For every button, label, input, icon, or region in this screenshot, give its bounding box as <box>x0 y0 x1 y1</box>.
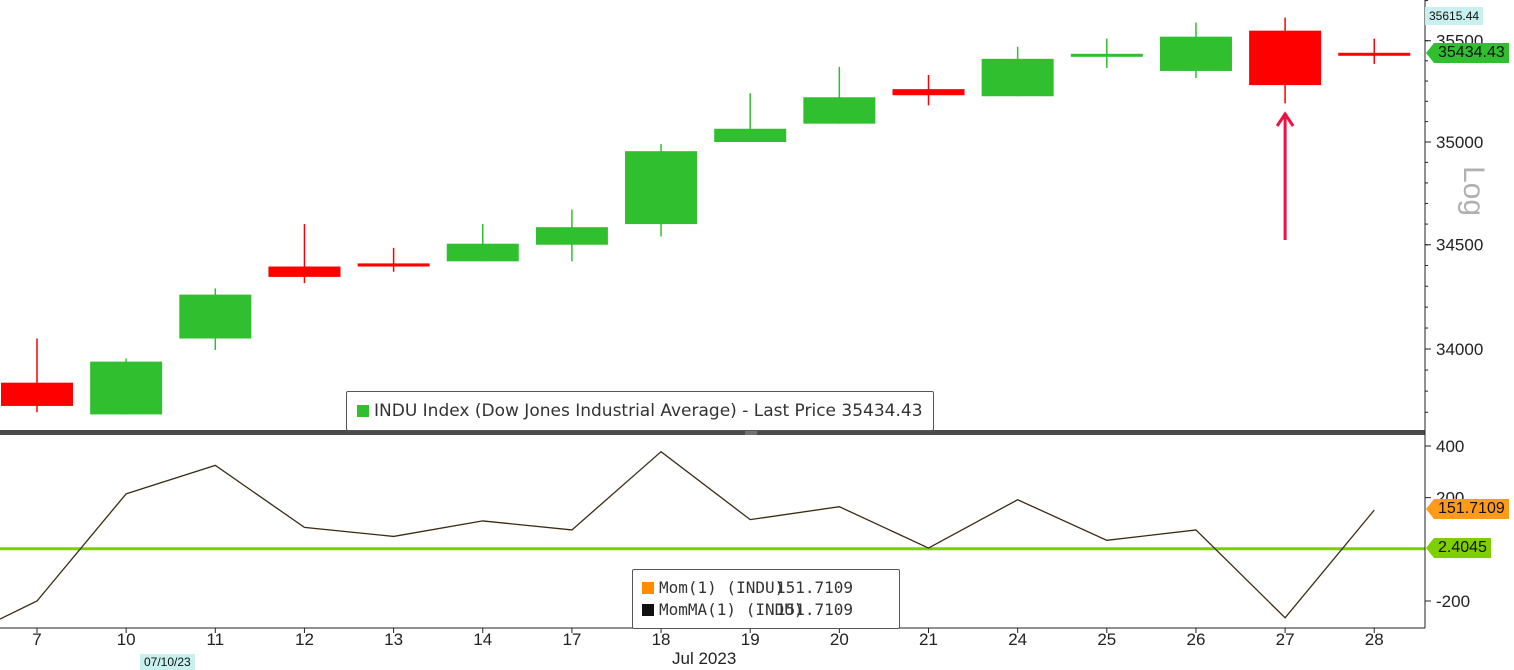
x-tick-label: 12 <box>295 630 314 649</box>
x-tick-label: 26 <box>1186 630 1205 649</box>
x-tick-label: 10 <box>117 630 136 649</box>
candle-body <box>981 58 1054 97</box>
x-tick-label: 19 <box>741 630 760 649</box>
legend-swatch-green <box>357 405 369 417</box>
x-tick-label: 28 <box>1365 630 1384 649</box>
x-tick-label: 27 <box>1276 630 1295 649</box>
candle-body <box>714 128 787 142</box>
candle-body <box>803 97 876 124</box>
legend-swatch-orange <box>642 581 654 594</box>
mom-value-tag: 151.7109 <box>1434 499 1509 519</box>
x-tick-label: 21 <box>919 630 938 649</box>
candle-body <box>1249 30 1322 86</box>
legend-row-mom: Mom(1) (INDU) 151.7109 <box>642 578 853 597</box>
last-price-tag: 35434.43 <box>1434 43 1509 63</box>
log-scale-label: Log <box>1457 166 1490 217</box>
legend-mom-value: 151.7109 <box>776 578 854 597</box>
last-price-tag-pointer <box>1426 43 1434 63</box>
price-legend-text: INDU Index (Dow Jones Industrial Average… <box>374 401 923 421</box>
x-tick-label: 11 <box>206 630 224 649</box>
x-tick-label: 24 <box>1008 630 1027 649</box>
date-tag: 07/10/23 <box>140 654 195 670</box>
candle-body <box>1070 53 1143 57</box>
legend-momma-label: MomMA(1) (INDU) <box>659 600 804 619</box>
candle-body <box>179 294 252 339</box>
x-tick-label: 20 <box>830 630 849 649</box>
candle-body <box>1159 36 1232 71</box>
high-price-tag: 35615.44 <box>1425 7 1484 25</box>
legend-swatch-black <box>642 603 654 616</box>
month-label: Jul 2023 <box>672 649 737 668</box>
panel-divider <box>0 430 1425 435</box>
lower-panel <box>0 450 1425 620</box>
momentum-legend: Mom(1) (INDU) 151.7109 MomMA(1) (INDU) 1… <box>632 569 900 629</box>
legend-momma-value: 151.7109 <box>776 600 854 619</box>
price-legend: INDU Index (Dow Jones Industrial Average… <box>346 391 934 431</box>
candlestick-series <box>1 17 1411 415</box>
legend-mom-label: Mom(1) (INDU) <box>659 578 785 597</box>
candle-body <box>1338 52 1411 56</box>
x-tick-label: 18 <box>652 630 671 649</box>
x-tick-label: 7 <box>32 630 41 649</box>
axes: 34000345003500035500400200-2007101112131… <box>0 0 1483 649</box>
mom-value-tag-pointer <box>1426 499 1434 519</box>
annotation-arrowhead <box>1275 111 1295 127</box>
y-tick-label: 35000 <box>1436 133 1483 152</box>
y-tick-label: 34000 <box>1436 340 1483 359</box>
legend-row-momma: MomMA(1) (INDU) 151.7109 <box>642 600 853 619</box>
candle-body <box>90 361 163 415</box>
x-tick-label: 14 <box>473 630 492 649</box>
candle-body <box>535 227 608 245</box>
x-tick-label: 17 <box>562 630 581 649</box>
candle-body <box>268 266 341 277</box>
x-tick-label: 13 <box>384 630 403 649</box>
candle-body <box>625 151 698 225</box>
y-tick-label: 34500 <box>1436 236 1483 255</box>
candle-body <box>1 382 73 406</box>
candle-body <box>892 89 965 96</box>
x-tick-label: 25 <box>1097 630 1116 649</box>
candle-body <box>446 243 519 262</box>
y-tick-label-lower: -200 <box>1436 592 1470 611</box>
reference-tag-pointer <box>1426 538 1434 558</box>
reference-value-tag: 2.4045 <box>1434 538 1491 558</box>
y-tick-label-lower: 400 <box>1436 437 1464 456</box>
momentum-line <box>0 450 1375 620</box>
candle-body <box>357 263 430 267</box>
